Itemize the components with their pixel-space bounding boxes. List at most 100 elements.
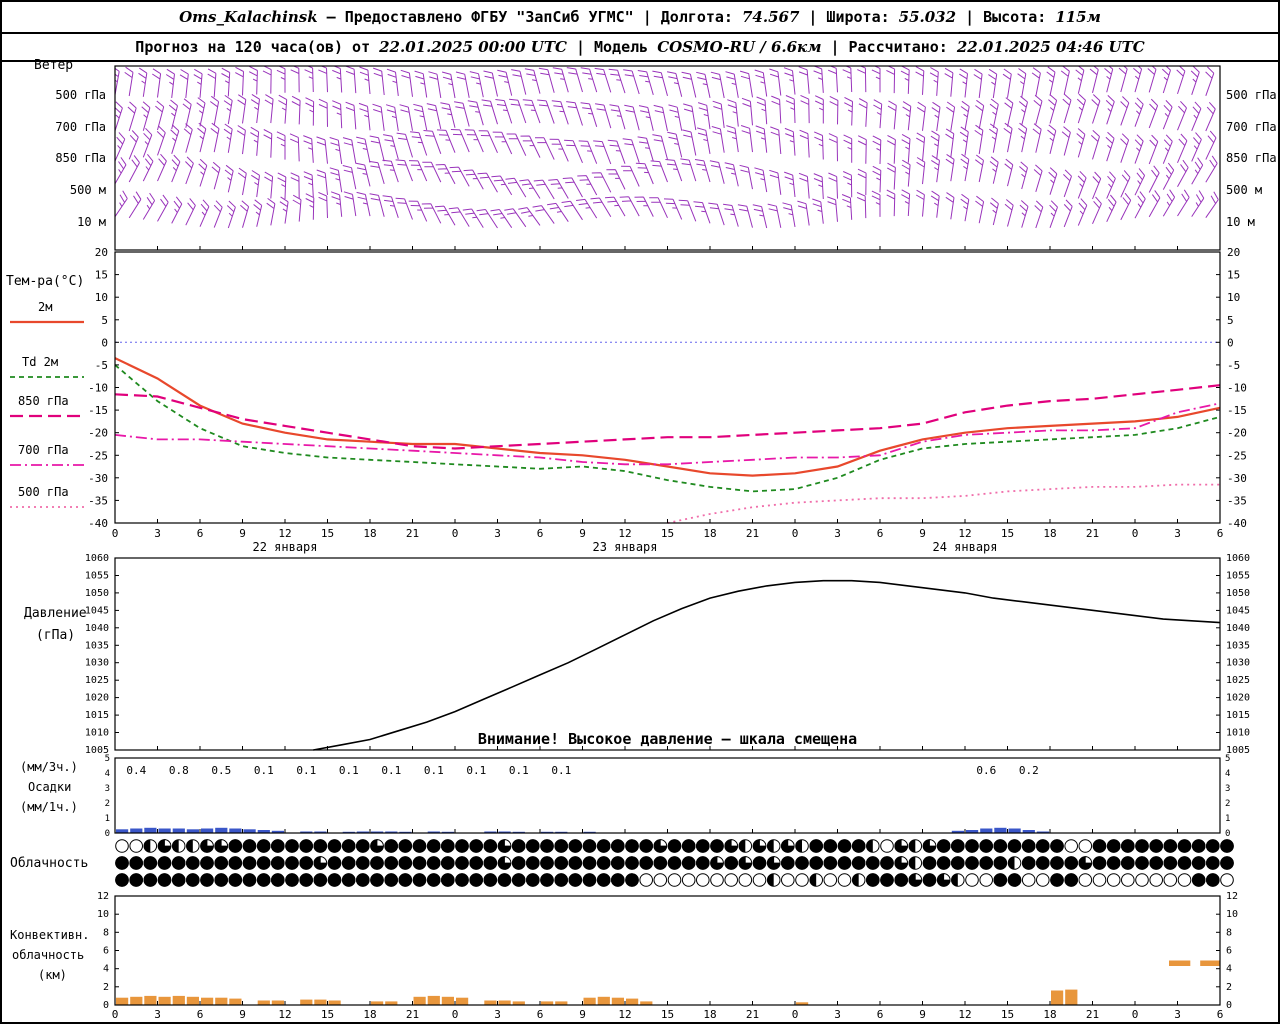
svg-text:9: 9 xyxy=(239,527,246,540)
temp-series-2 xyxy=(114,384,1221,450)
legend-td2m-label: Td 2м xyxy=(22,355,59,369)
svg-text:5: 5 xyxy=(105,754,110,764)
svg-text:1040: 1040 xyxy=(1226,623,1250,634)
station-name: Oms_Kalachinsk xyxy=(179,8,318,26)
svg-text:1025: 1025 xyxy=(1226,675,1250,686)
wind-level-left-1: 700 гПа xyxy=(55,120,106,134)
model-name: COSMO-RU / 6.6км xyxy=(657,38,822,56)
svg-text:0: 0 xyxy=(452,1008,459,1021)
svg-text:3: 3 xyxy=(1174,527,1181,540)
svg-text:21: 21 xyxy=(746,527,759,540)
svg-text:-40: -40 xyxy=(88,517,108,530)
svg-text:Внимание! Высокое давление — ш: Внимание! Высокое давление — шкала смеще… xyxy=(478,730,857,748)
precip-1h-label: (мм/1ч.) xyxy=(20,800,78,814)
precip-panel-title: Осадки xyxy=(28,780,72,794)
temperature-panel-title: Тем-ра(°C) xyxy=(6,274,85,289)
svg-text:0.1: 0.1 xyxy=(254,764,274,777)
svg-text:6: 6 xyxy=(197,527,204,540)
svg-text:15: 15 xyxy=(661,527,674,540)
svg-text:18: 18 xyxy=(703,527,716,540)
svg-text:-15: -15 xyxy=(1227,404,1247,417)
svg-text:1030: 1030 xyxy=(1226,658,1250,669)
svg-text:10: 10 xyxy=(1226,909,1238,920)
temp-series-1 xyxy=(114,364,1221,493)
altitude-value: 115м xyxy=(1055,8,1101,26)
svg-text:9: 9 xyxy=(579,1008,586,1021)
longitude-label: Долгота: xyxy=(660,8,733,26)
svg-text:0: 0 xyxy=(112,1008,119,1021)
provided-by-text: — Предоставлено ФГБУ "ЗапСиб УГМС" xyxy=(326,8,634,26)
wind-level-left-3: 500 м xyxy=(69,183,106,197)
svg-text:18: 18 xyxy=(1043,1008,1056,1021)
svg-text:4: 4 xyxy=(1226,964,1232,975)
svg-text:6: 6 xyxy=(1217,1008,1224,1021)
svg-text:0: 0 xyxy=(1226,1000,1232,1011)
svg-text:1060: 1060 xyxy=(1226,553,1250,564)
svg-text:-30: -30 xyxy=(88,472,108,485)
svg-text:1025: 1025 xyxy=(85,675,109,686)
temp-series-4 xyxy=(667,483,1220,524)
svg-text:0: 0 xyxy=(792,527,799,540)
svg-text:-20: -20 xyxy=(1227,427,1247,440)
svg-text:-25: -25 xyxy=(1227,449,1247,462)
svg-text:-10: -10 xyxy=(1227,382,1247,395)
svg-text:18: 18 xyxy=(363,527,376,540)
svg-text:6: 6 xyxy=(1226,946,1232,957)
svg-text:3: 3 xyxy=(154,1008,161,1021)
svg-text:15: 15 xyxy=(1227,269,1240,282)
separator: | xyxy=(642,8,652,26)
svg-text:6: 6 xyxy=(103,946,109,957)
svg-text:15: 15 xyxy=(1001,527,1014,540)
legend-t850-label: 850 гПа xyxy=(18,394,69,408)
svg-text:20: 20 xyxy=(95,246,108,259)
svg-text:5: 5 xyxy=(1227,314,1234,327)
svg-text:12: 12 xyxy=(278,527,291,540)
svg-text:0.5: 0.5 xyxy=(211,764,231,777)
svg-text:3: 3 xyxy=(1225,784,1230,794)
pressure-curve xyxy=(313,579,1221,751)
svg-text:1035: 1035 xyxy=(1226,640,1250,651)
svg-text:-5: -5 xyxy=(95,359,108,372)
svg-text:1010: 1010 xyxy=(85,728,109,739)
run-time: 22.01.2025 00:00 UTC xyxy=(379,38,567,56)
svg-text:0.1: 0.1 xyxy=(296,764,316,777)
svg-text:12: 12 xyxy=(1226,891,1238,902)
svg-text:3: 3 xyxy=(834,527,841,540)
svg-text:15: 15 xyxy=(1001,1008,1014,1021)
header-line-2: Прогноз на 120 часа(ов) от 22.01.2025 00… xyxy=(2,34,1278,62)
svg-text:10: 10 xyxy=(95,291,108,304)
svg-text:2: 2 xyxy=(1226,982,1232,993)
latitude-value: 55.032 xyxy=(898,8,957,26)
calc-time: 22.01.2025 04:46 UTC xyxy=(956,38,1145,56)
svg-text:18: 18 xyxy=(1043,527,1056,540)
legend-t700-label: 700 гПа xyxy=(18,443,69,457)
temp-series-0 xyxy=(114,357,1221,477)
svg-text:0.1: 0.1 xyxy=(509,764,529,777)
separator: | xyxy=(575,38,585,56)
svg-text:1060: 1060 xyxy=(85,553,109,564)
svg-text:2: 2 xyxy=(1225,799,1230,809)
svg-text:9: 9 xyxy=(239,1008,246,1021)
longitude-value: 74.567 xyxy=(741,8,800,26)
latitude-label: Широта: xyxy=(826,8,890,26)
svg-text:3: 3 xyxy=(154,527,161,540)
convective-panel-title-2: облачность xyxy=(12,948,85,962)
svg-text:-30: -30 xyxy=(1227,472,1247,485)
svg-text:10: 10 xyxy=(1227,291,1240,304)
svg-text:3: 3 xyxy=(494,1008,501,1021)
svg-text:2: 2 xyxy=(105,799,110,809)
header-line-1: Oms_Kalachinsk — Предоставлено ФГБУ "Зап… xyxy=(2,2,1278,34)
svg-text:0: 0 xyxy=(112,527,119,540)
wind-level-left-4: 10 м xyxy=(77,215,106,229)
wind-level-left-0: 500 гПа xyxy=(55,88,106,102)
svg-text:12: 12 xyxy=(958,527,971,540)
svg-text:12: 12 xyxy=(958,1008,971,1021)
wind-level-right-0: 500 гПа xyxy=(1226,88,1277,102)
svg-text:0: 0 xyxy=(1132,1008,1139,1021)
svg-text:4: 4 xyxy=(103,964,109,975)
svg-text:1: 1 xyxy=(1225,814,1230,824)
svg-text:20: 20 xyxy=(1227,246,1240,259)
svg-text:1015: 1015 xyxy=(85,710,109,721)
svg-text:6: 6 xyxy=(537,1008,544,1021)
svg-text:8: 8 xyxy=(103,927,109,938)
